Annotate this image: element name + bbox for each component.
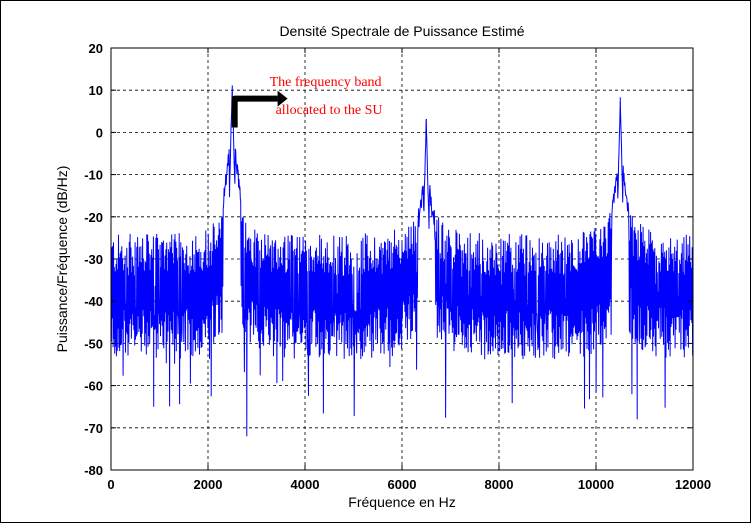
annotation-text-line-1: The frequency band — [270, 75, 382, 90]
x-tick-label: 8000 — [485, 477, 514, 492]
y-tick-label: -60 — [84, 379, 103, 394]
tick-labels: 0 2000 4000 6000 8000 10000 12000 -80 -70 -60 -50 -… — [84, 41, 711, 492]
y-axis-label: Puissance/Fréquence (dB/Hz) — [54, 166, 70, 353]
y-tick-label: -20 — [84, 210, 103, 225]
x-tick-label: 12000 — [675, 477, 711, 492]
annotation-arrowhead — [277, 90, 288, 107]
chart-title: Densité Spectrale de Puissance Estimé — [279, 23, 524, 39]
y-tick-label: -80 — [84, 463, 103, 478]
x-tick-label: 10000 — [578, 477, 614, 492]
peak-point — [231, 85, 233, 87]
x-tick-label: 6000 — [388, 477, 417, 492]
peak-point — [619, 102, 621, 104]
annotation-arrow — [231, 95, 278, 128]
y-tick-label: -70 — [84, 421, 103, 436]
plot-area — [110, 85, 694, 437]
y-tick-label: -30 — [84, 252, 103, 267]
y-tick-label: -10 — [84, 168, 103, 183]
x-axis-label: Fréquence en Hz — [348, 494, 455, 510]
y-tick-label: -50 — [84, 336, 103, 351]
y-tick-label: 0 — [96, 125, 103, 140]
x-tick-label: 4000 — [291, 477, 320, 492]
psd-series-line — [110, 85, 694, 437]
y-tick-label: 10 — [89, 83, 103, 98]
y-tick-label: -40 — [84, 294, 103, 309]
x-tick-label: 0 — [107, 477, 114, 492]
annotation-text-line-2: allocated to the SU — [276, 103, 383, 118]
y-tick-label: 20 — [89, 41, 103, 56]
annotation: The frequency band allocated to the SU — [231, 75, 383, 128]
tick-marks — [110, 47, 694, 471]
peak-point — [425, 119, 427, 121]
x-tick-label: 2000 — [194, 477, 223, 492]
